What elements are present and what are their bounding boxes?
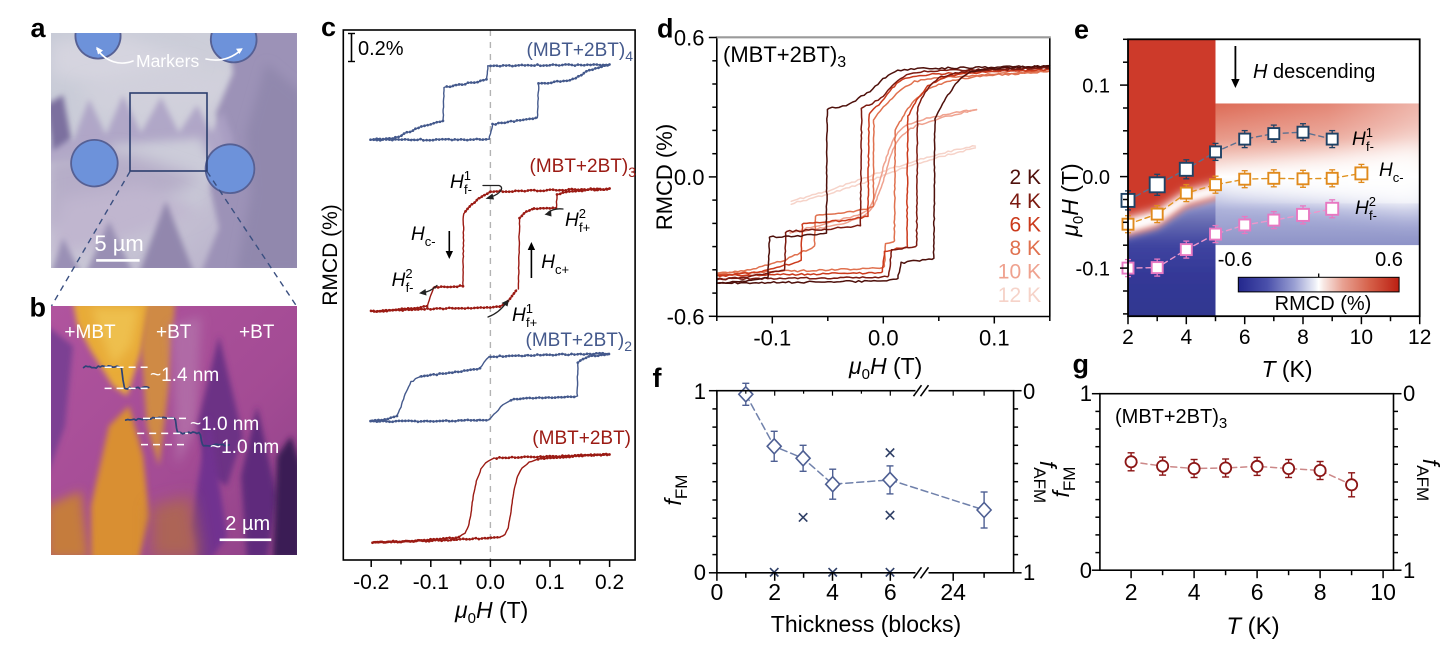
svg-text:RMCD (%): RMCD (%) (319, 204, 342, 305)
svg-text:0.1: 0.1 (535, 571, 564, 594)
svg-text:2 K: 2 K (1009, 166, 1041, 189)
svg-text:fAFM: fAFM (1030, 461, 1061, 503)
svg-text:12 K: 12 K (998, 284, 1041, 307)
svg-text:4: 4 (1188, 579, 1201, 605)
svg-text:-0.1: -0.1 (753, 326, 791, 351)
svg-text:μ0H (T): μ0H (T) (454, 597, 528, 627)
svg-text:0.1: 0.1 (1082, 75, 1110, 97)
svg-text:f: f (653, 363, 663, 393)
svg-text:2 µm: 2 µm (225, 513, 270, 535)
svg-text:~1.0 nm: ~1.0 nm (190, 414, 259, 435)
svg-text:Hc-: Hc- (411, 224, 436, 249)
svg-text:~1.0 nm: ~1.0 nm (210, 437, 279, 458)
svg-text:24: 24 (940, 579, 966, 605)
svg-text:-0.1: -0.1 (1076, 258, 1110, 280)
svg-text:H2f-: H2 f- (392, 266, 414, 295)
svg-text:g: g (1073, 349, 1090, 379)
svg-text:Hc-: Hc- (1379, 160, 1404, 185)
svg-text:0: 0 (694, 560, 706, 585)
svg-text:8: 8 (1314, 579, 1327, 605)
svg-text:-0.2: -0.2 (353, 571, 389, 594)
svg-text:c: c (321, 12, 336, 42)
svg-text:0.0: 0.0 (674, 165, 705, 190)
svg-text:6: 6 (884, 579, 897, 605)
svg-text:6: 6 (1239, 326, 1251, 349)
svg-text:H1f-: H1 f- (450, 168, 472, 197)
svg-text:(MBT+2BT)3: (MBT+2BT)3 (530, 156, 637, 180)
svg-text:1: 1 (1403, 558, 1415, 583)
svg-text:H2f+: H2 f+ (565, 206, 590, 235)
svg-text:(MBT+2BT)3: (MBT+2BT)3 (723, 42, 846, 71)
svg-text:-0.6: -0.6 (1218, 249, 1252, 271)
svg-text:5 µm: 5 µm (94, 231, 143, 256)
svg-text:10 K: 10 K (998, 261, 1041, 284)
svg-text:b: b (30, 293, 47, 323)
svg-text:Hc+: Hc+ (541, 252, 569, 277)
svg-text:(MBT+2BT)4: (MBT+2BT)4 (527, 40, 634, 64)
svg-text:RMCD (%): RMCD (%) (1275, 293, 1372, 315)
svg-text:RMCD (%): RMCD (%) (652, 124, 677, 230)
svg-text:T (K): T (K) (1261, 356, 1312, 382)
svg-text:fFM: fFM (1048, 467, 1079, 498)
svg-text:-0.6: -0.6 (667, 305, 705, 330)
svg-text:0.0: 0.0 (1082, 167, 1110, 189)
svg-text:0.6: 0.6 (1375, 249, 1403, 271)
svg-text:0.2%: 0.2% (358, 38, 404, 60)
svg-text:2: 2 (768, 579, 781, 605)
svg-text:0.6: 0.6 (674, 25, 705, 50)
svg-text:(MBT+2BT)2: (MBT+2BT)2 (526, 330, 633, 354)
svg-text:H1f+: H1 f+ (512, 301, 537, 330)
svg-text:fFM: fFM (660, 475, 691, 506)
svg-text:H descending: H descending (1253, 61, 1375, 83)
svg-text:μ0H (T): μ0H (T) (848, 353, 922, 383)
svg-text:H2f-: H2 f- (1355, 194, 1377, 223)
svg-text:-0.1: -0.1 (413, 571, 449, 594)
svg-text:0.0: 0.0 (868, 326, 899, 351)
svg-text:6 K: 6 K (1009, 214, 1041, 237)
svg-text:10: 10 (1370, 579, 1396, 605)
svg-text:2: 2 (1125, 579, 1138, 605)
svg-text:4: 4 (826, 579, 839, 605)
svg-text:6: 6 (1251, 579, 1264, 605)
svg-text:12: 12 (1408, 326, 1431, 349)
svg-text:0: 0 (711, 579, 724, 605)
svg-text:e: e (1074, 15, 1089, 45)
svg-text:0.1: 0.1 (979, 326, 1010, 351)
svg-text:1: 1 (694, 379, 706, 404)
svg-text:1: 1 (1023, 560, 1035, 585)
svg-text:2: 2 (1122, 326, 1134, 349)
svg-text:10: 10 (1350, 326, 1373, 349)
svg-text:8: 8 (1297, 326, 1309, 349)
svg-text:0: 0 (1403, 381, 1415, 406)
svg-text:Markers: Markers (136, 51, 199, 71)
svg-text:4 K: 4 K (1009, 190, 1041, 213)
svg-text:8 K: 8 K (1009, 237, 1041, 260)
svg-text:+MBT: +MBT (64, 322, 116, 343)
svg-text:(MBT+2BT): (MBT+2BT) (532, 428, 631, 449)
svg-text:d: d (657, 14, 674, 44)
svg-text:T (K): T (K) (1226, 613, 1279, 640)
svg-text:~1.4 nm: ~1.4 nm (150, 365, 219, 386)
svg-text:4: 4 (1180, 326, 1192, 349)
svg-text:0.2: 0.2 (595, 571, 624, 594)
svg-text:+BT: +BT (239, 322, 275, 343)
svg-text:fAFM: fAFM (1413, 459, 1444, 501)
svg-text:H1f-: H1 f- (1352, 125, 1374, 154)
svg-text:Thickness (blocks): Thickness (blocks) (771, 611, 961, 637)
svg-text:0.0: 0.0 (476, 571, 505, 594)
svg-text:0: 0 (1023, 379, 1035, 404)
svg-text:a: a (31, 13, 47, 43)
svg-text:0: 0 (1080, 558, 1092, 583)
svg-text:μ0H (T): μ0H (T) (1057, 163, 1087, 237)
svg-text:1: 1 (1080, 381, 1092, 406)
svg-text:(MBT+2BT)3: (MBT+2BT)3 (1115, 406, 1227, 432)
svg-text:+BT: +BT (156, 322, 192, 343)
